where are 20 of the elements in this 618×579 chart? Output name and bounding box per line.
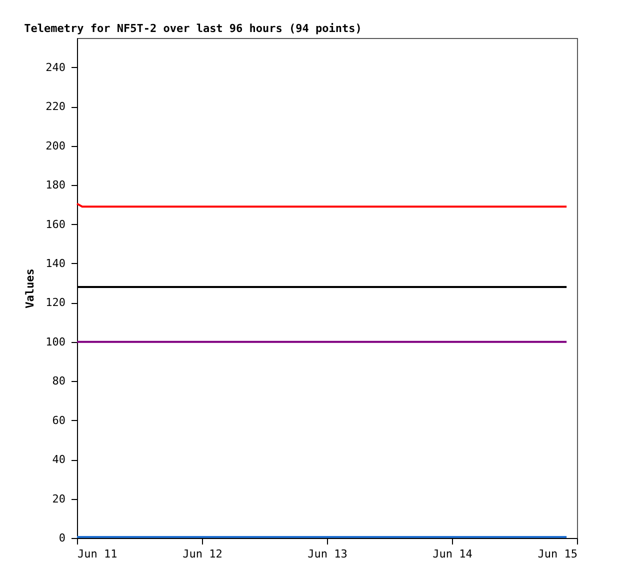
x-tick-label: Jun 11 [78, 548, 118, 560]
y-axis-title: Values [24, 268, 37, 308]
x-tick-label: Jun 12 [182, 548, 222, 560]
y-tick-label: 0 [58, 532, 66, 544]
y-tick-label: 200 [46, 139, 66, 152]
y-tick-label: 140 [46, 256, 66, 270]
y-tick-label: 80 [52, 374, 66, 388]
y-tick-label: 20 [52, 492, 66, 506]
x-tick-label: Jun 15 [538, 548, 578, 560]
y-tick-label: 240 [46, 60, 66, 74]
x-tick-label: Jun 14 [432, 548, 473, 560]
chart-title: Telemetry for NF5T-2 over last 96 hours (94 points) [24, 22, 362, 35]
x-tick-label: Jun 13 [308, 548, 348, 560]
y-tick-label: 180 [46, 178, 66, 192]
y-tick-label: 120 [46, 296, 66, 310]
y-tick-label: 220 [46, 100, 66, 114]
y-tick-label: 40 [52, 453, 66, 466]
y-tick-label: 100 [46, 335, 66, 348]
y-tick-label: 60 [52, 414, 66, 427]
y-tick-label: 160 [46, 218, 66, 231]
